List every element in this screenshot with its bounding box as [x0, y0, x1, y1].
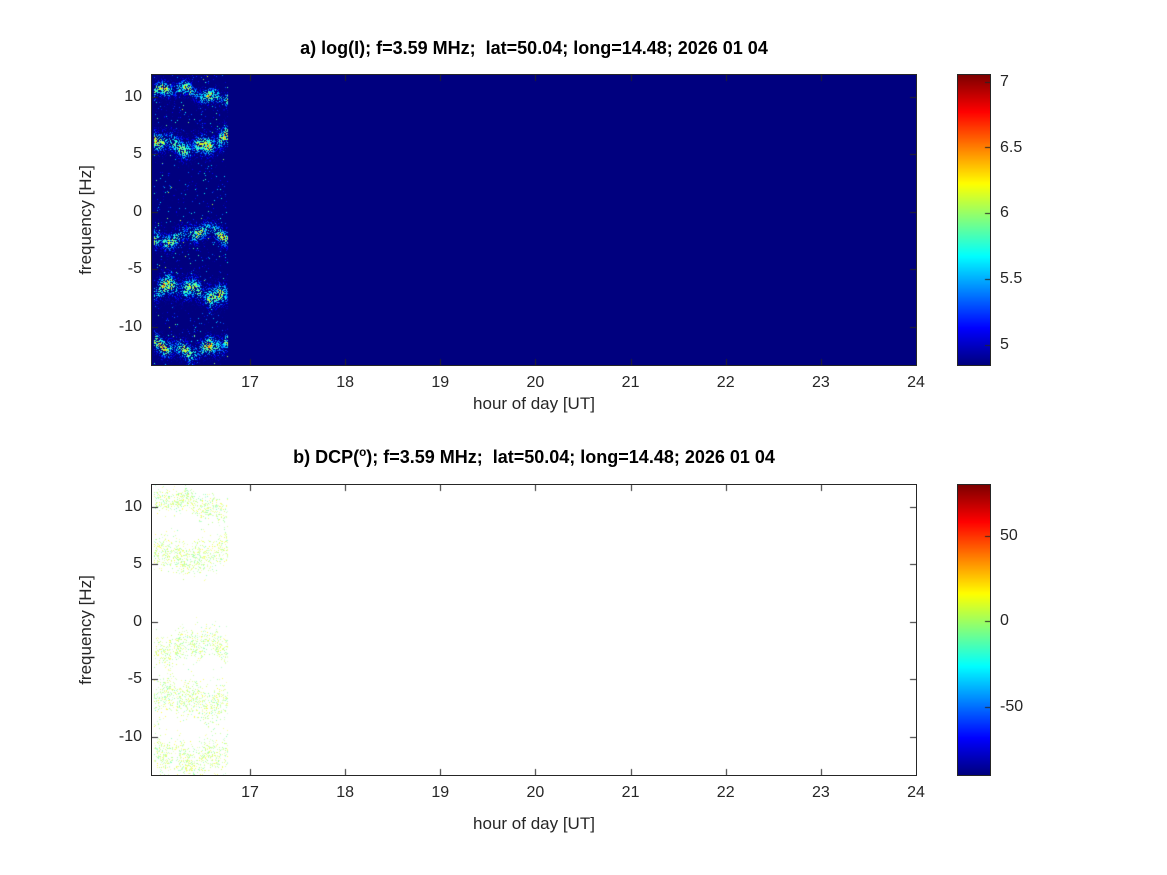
- x-tick-label: 20: [526, 374, 545, 391]
- plot-b-heatmap-canvas: [152, 485, 916, 775]
- colorbar-tick-label: 5.5: [1000, 270, 1023, 288]
- colorbar-tick-label: 7: [1000, 72, 1009, 90]
- x-tick-label: 20: [526, 784, 545, 801]
- y-tick-label: 0: [133, 612, 142, 630]
- plot-b-title-suffix: ); f=3.59 MHz; lat=50.04; long=14.48; 20…: [366, 447, 775, 467]
- y-tick-label: 5: [133, 555, 142, 573]
- y-tick-label: 0: [133, 202, 142, 220]
- plot-b-title-sup: o: [359, 446, 367, 459]
- plot-a-xlabel: hour of day [UT]: [473, 394, 595, 413]
- colorbar-tick-label: 5: [1000, 336, 1009, 354]
- colorbar-tick-label: 50: [1000, 527, 1018, 545]
- x-tick-label: 23: [811, 784, 830, 801]
- y-tick-label: 10: [124, 87, 142, 105]
- x-tick-label: 17: [241, 784, 259, 801]
- x-tick-label: 17: [241, 374, 259, 391]
- x-tick-label: 18: [336, 374, 355, 391]
- plot-b-title-prefix: b) DCP(: [293, 447, 360, 467]
- plot-a-colorbar-canvas: [958, 75, 990, 365]
- x-tick-label: 24: [907, 784, 925, 801]
- plot-a-title: a) log(I); f=3.59 MHz; lat=50.04; long=1…: [152, 38, 916, 59]
- colorbar-tick-label: -50: [1000, 697, 1024, 715]
- plot-b-colorbar-canvas: [958, 485, 990, 775]
- x-tick-label: 23: [811, 374, 830, 391]
- y-tick-label: -10: [118, 318, 142, 336]
- x-tick-label: 18: [336, 784, 355, 801]
- x-tick-label: 22: [716, 784, 735, 801]
- y-tick-label: -5: [127, 260, 142, 278]
- plot-a-title-text: a) log(I); f=3.59 MHz; lat=50.04; long=1…: [300, 38, 768, 58]
- plot-a-heatmap-canvas: [152, 75, 916, 365]
- colorbar-tick-label: 6.5: [1000, 138, 1023, 156]
- colorbar-tick-label: 0: [1000, 612, 1009, 630]
- x-tick-label: 22: [716, 374, 735, 391]
- plot-a-colorbar: [957, 74, 991, 366]
- x-tick-label: 19: [431, 374, 450, 391]
- y-tick-label: -5: [127, 670, 142, 688]
- plot-b-axes: [151, 484, 917, 776]
- plot-b-title: b) DCP(o); f=3.59 MHz; lat=50.04; long=1…: [152, 446, 916, 468]
- plot-b-colorbar: [957, 484, 991, 776]
- y-tick-label: -10: [118, 728, 142, 746]
- plot-a-axes: [151, 74, 917, 366]
- x-tick-label: 21: [621, 784, 640, 801]
- y-tick-label: 10: [124, 497, 142, 515]
- x-tick-label: 21: [621, 374, 640, 391]
- plot-b-xlabel: hour of day [UT]: [473, 814, 595, 833]
- colorbar-tick-label: 6: [1000, 204, 1009, 222]
- y-tick-label: 5: [133, 145, 142, 163]
- x-tick-label: 24: [907, 374, 925, 391]
- x-tick-label: 19: [431, 784, 450, 801]
